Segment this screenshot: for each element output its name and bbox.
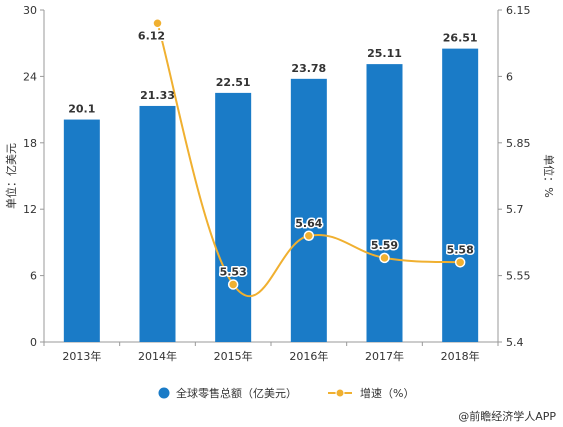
bar <box>139 105 176 342</box>
data-labels: 20.1 21.33 22.51 23.78 25.11 26.51 6.12 5.53 5.6… <box>68 28 478 280</box>
x-tick-label: 2017年 <box>365 349 404 363</box>
y2-tick-label: 6.15 <box>506 4 531 17</box>
line-value-label: 6.12 <box>138 29 165 42</box>
x-axis: 2013年 2014年 2015年 2016年 2017年 2018年 <box>43 341 499 363</box>
bar <box>366 64 403 342</box>
y-tick-label: 0 <box>30 336 37 349</box>
right-axis: 5.4 5.55 5.7 5.85 6 6.15 <box>497 4 531 349</box>
y2-tick-label: 5.85 <box>506 137 531 150</box>
legend-bar-label: 全球零售总额（亿美元） <box>176 386 297 400</box>
legend-bar-swatch <box>158 387 170 399</box>
line-value-label: 5.64 <box>295 217 322 230</box>
x-tick-label: 2016年 <box>289 349 328 363</box>
line-value-label: 5.53 <box>220 265 247 278</box>
x-tick-label: 2015年 <box>214 349 253 363</box>
legend-line-marker <box>335 388 345 398</box>
x-tick-label: 2018年 <box>441 349 480 363</box>
legend-line-label: 增速（%） <box>360 386 414 400</box>
line-value-label: 5.59 <box>371 239 398 252</box>
y-tick-label: 12 <box>23 203 37 216</box>
bar-value-label: 25.11 <box>367 47 402 60</box>
x-tick-label: 2014年 <box>138 349 177 363</box>
bar-value-label: 21.33 <box>140 89 175 102</box>
source-credit: @前瞻经济学人APP <box>458 409 556 423</box>
y2-tick-label: 5.7 <box>506 203 524 216</box>
bar <box>290 78 327 343</box>
left-axis: 0 6 12 18 24 30 <box>23 4 45 349</box>
y-tick-label: 24 <box>23 70 37 83</box>
legend: 全球零售总额（亿美元） 增速（%） <box>158 386 414 400</box>
y-axis-title: 单位：亿美元 <box>4 143 18 209</box>
line-point <box>227 279 239 290</box>
line-point <box>303 230 315 242</box>
line-point <box>379 252 390 264</box>
line-value-label: 5.58 <box>447 243 474 256</box>
line-series <box>152 18 466 298</box>
y2-axis-title: 单位：% <box>542 154 556 197</box>
y2-tick-label: 5.55 <box>506 270 531 283</box>
y-tick-label: 18 <box>23 137 37 150</box>
x-tick-label: 2013年 <box>62 349 101 363</box>
y-tick-label: 30 <box>23 4 37 17</box>
line-point <box>454 257 466 268</box>
y2-tick-label: 5.4 <box>506 336 524 349</box>
bar-value-label: 22.51 <box>216 76 251 89</box>
bar <box>215 92 252 342</box>
bar-value-label: 20.1 <box>68 103 95 116</box>
y2-tick-label: 6 <box>506 70 513 83</box>
bar-value-label: 26.51 <box>443 32 478 45</box>
bar <box>63 119 100 342</box>
line-point <box>152 18 163 29</box>
bar-value-label: 23.78 <box>291 62 326 75</box>
bar <box>442 48 479 342</box>
bar-series <box>63 48 479 343</box>
y-tick-label: 6 <box>30 270 37 283</box>
